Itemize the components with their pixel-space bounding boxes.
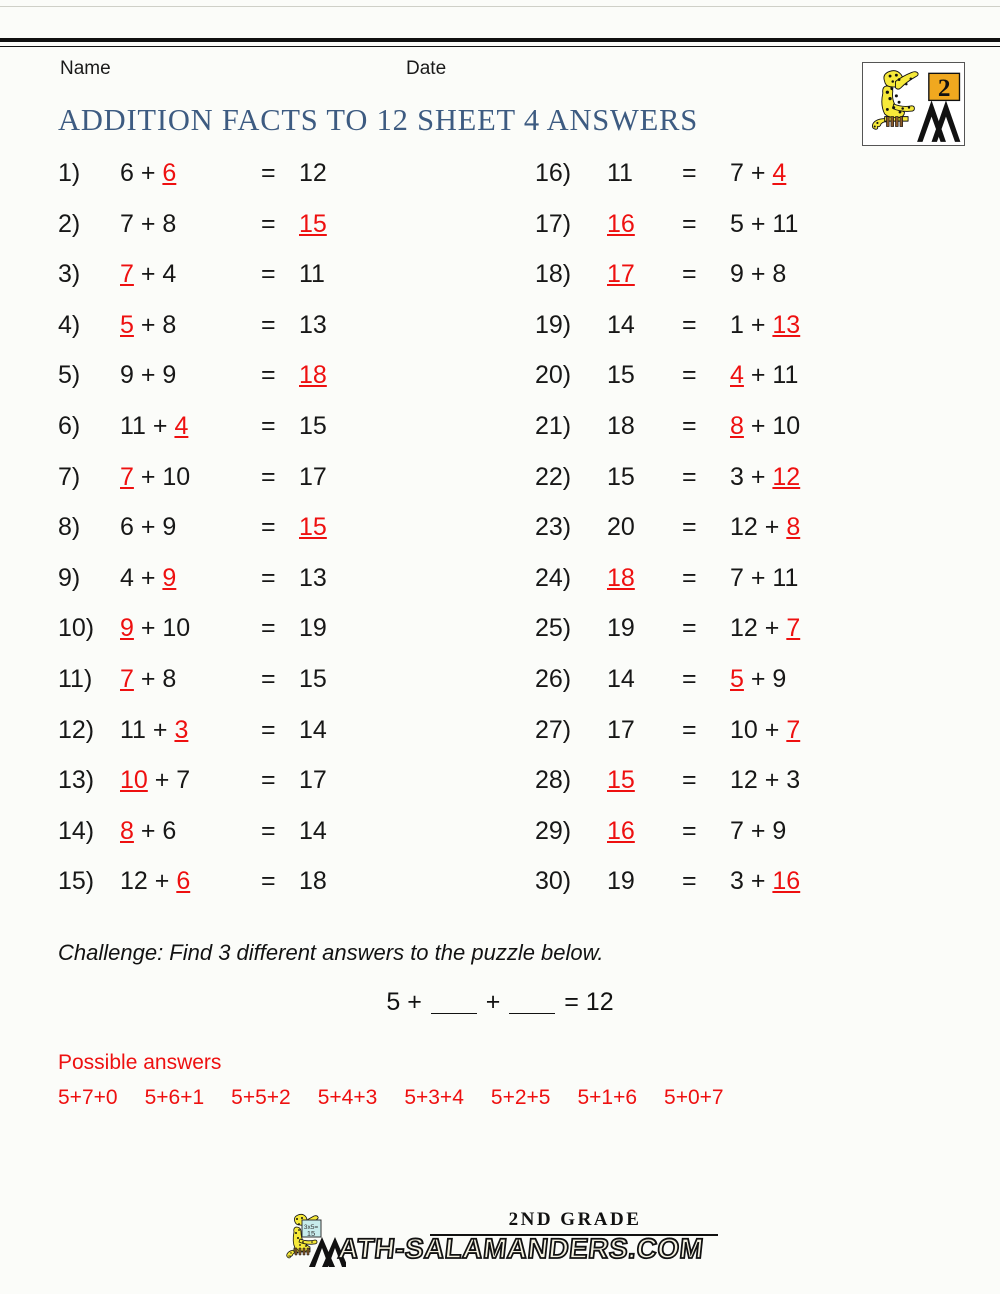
svg-text:15: 15 (307, 1229, 315, 1238)
svg-text:2: 2 (938, 74, 951, 102)
